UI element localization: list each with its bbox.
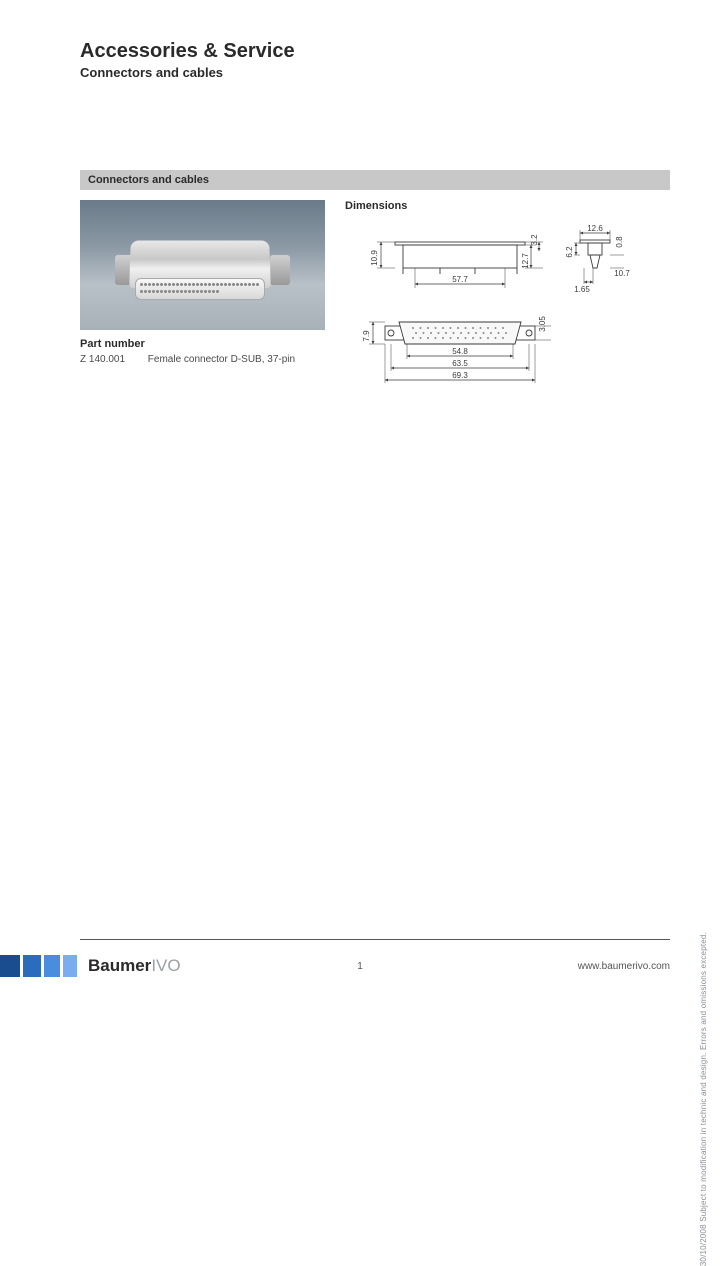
- page-number: 1: [357, 961, 363, 972]
- logo-stripes: [0, 955, 80, 977]
- left-column: Part number Z 140.001 Female connector D…: [80, 200, 325, 407]
- svg-text:3.2: 3.2: [530, 234, 539, 246]
- footer-logo: BaumerIVO: [88, 956, 181, 976]
- product-photo: [80, 200, 325, 330]
- svg-text:3.05: 3.05: [538, 316, 547, 332]
- svg-text:6.2: 6.2: [565, 246, 574, 258]
- svg-text:69.3: 69.3: [452, 371, 468, 380]
- footer: BaumerIVO 1 www.baumerivo.com: [0, 950, 720, 982]
- svg-text:54.8: 54.8: [452, 347, 468, 356]
- section-heading-bar: Connectors and cables: [80, 170, 670, 190]
- right-column: Dimensions 57.7 10.9 12.73.2 7.9 3.05 54.8 63.…: [345, 200, 670, 407]
- photo-pin-row: [140, 283, 260, 295]
- page-container: Accessories & Service Connectors and cab…: [0, 0, 720, 945]
- svg-text:12.7: 12.7: [521, 253, 530, 269]
- technical-drawing: 57.7 10.9 12.73.2 7.9 3.05 54.8 63.5 69.3 12.6 0.…: [345, 222, 645, 402]
- svg-text:10.7: 10.7: [614, 269, 630, 278]
- side-note: 30/10/2008 Subject to modification in te…: [699, 932, 708, 1266]
- svg-text:57.7: 57.7: [452, 275, 468, 284]
- page-title: Accessories & Service: [80, 40, 670, 63]
- svg-text:10.9: 10.9: [370, 250, 379, 266]
- page-subtitle: Connectors and cables: [80, 65, 670, 80]
- logo-light: IVO: [151, 956, 180, 975]
- svg-text:7.9: 7.9: [362, 330, 371, 342]
- footer-url: www.baumerivo.com: [578, 961, 670, 972]
- dimensions-label: Dimensions: [345, 200, 670, 212]
- svg-text:0.8: 0.8: [615, 236, 624, 248]
- part-detail-row: Z 140.001 Female connector D-SUB, 37-pin: [80, 354, 325, 365]
- part-number-label: Part number: [80, 338, 325, 350]
- svg-text:1.65: 1.65: [574, 285, 590, 294]
- svg-text:63.5: 63.5: [452, 359, 468, 368]
- photo-screw-right: [270, 255, 290, 285]
- footer-rule: [80, 939, 670, 940]
- part-number-value: Z 140.001: [80, 354, 145, 365]
- part-description: Female connector D-SUB, 37-pin: [148, 354, 295, 365]
- logo-bold: Baumer: [88, 956, 151, 975]
- svg-text:12.6: 12.6: [587, 224, 603, 233]
- content-row: Part number Z 140.001 Female connector D…: [80, 200, 670, 407]
